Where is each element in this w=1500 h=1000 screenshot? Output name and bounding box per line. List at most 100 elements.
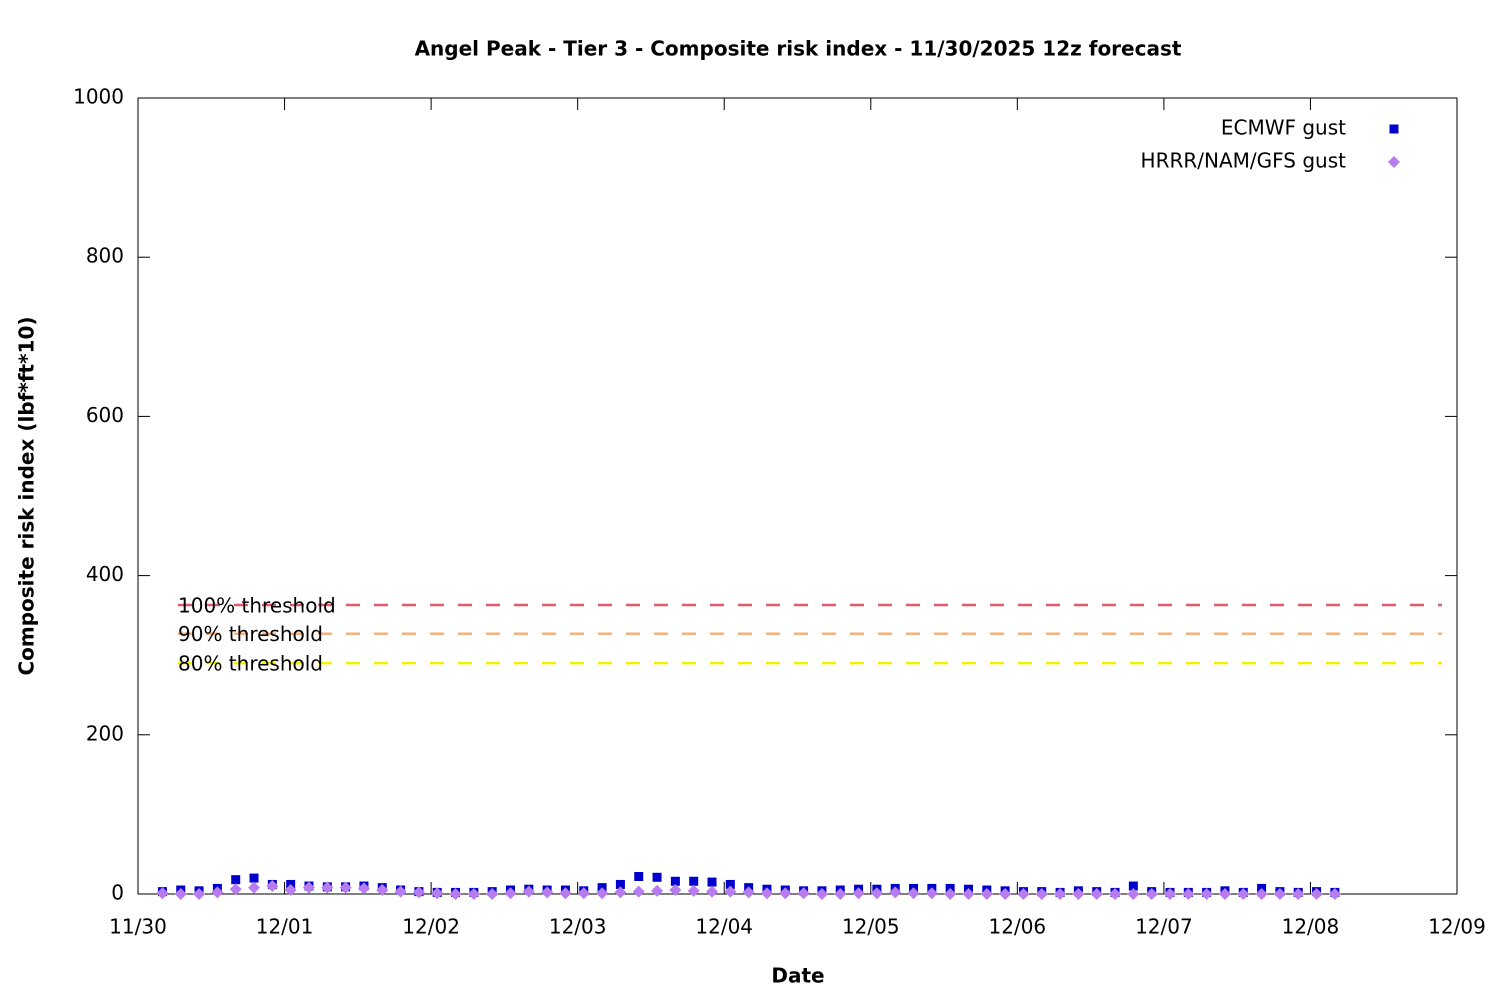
- data-point: [1310, 888, 1323, 900]
- data-point: [907, 887, 920, 900]
- data-point: [231, 875, 241, 885]
- data-point: [1072, 888, 1085, 900]
- data-point: [706, 885, 719, 898]
- threshold-label: 80% threshold: [178, 652, 323, 676]
- data-point: [1163, 888, 1176, 900]
- data-point: [266, 880, 279, 893]
- x-tick-label: 11/30: [109, 915, 167, 939]
- x-tick-label: 12/06: [989, 915, 1047, 939]
- data-point: [1090, 888, 1103, 900]
- x-tick-label: 12/02: [402, 915, 460, 939]
- data-point: [962, 888, 975, 900]
- data-point: [669, 884, 682, 897]
- legend-label: HRRR/NAM/GFS gust: [1141, 149, 1347, 173]
- data-point: [1128, 881, 1138, 891]
- data-point: [1127, 888, 1140, 900]
- data-point: [1035, 888, 1048, 900]
- data-point: [156, 887, 169, 900]
- data-point: [742, 886, 755, 899]
- y-tick-label: 600: [86, 403, 124, 427]
- data-point: [249, 873, 259, 883]
- legend-marker: [1389, 124, 1399, 134]
- x-tick-label: 12/01: [256, 915, 314, 939]
- data-point: [431, 887, 444, 900]
- data-point: [632, 885, 645, 898]
- chart-title: Angel Peak - Tier 3 - Composite risk ind…: [415, 37, 1182, 61]
- data-point: [707, 877, 717, 887]
- legend-marker: [1388, 156, 1400, 168]
- data-point: [615, 879, 625, 889]
- data-point: [999, 888, 1012, 900]
- x-axis-label: Date: [771, 964, 824, 988]
- data-point: [724, 885, 737, 898]
- y-axis-label: Composite risk index (lbf*ft*10): [15, 316, 39, 675]
- data-point: [852, 887, 865, 900]
- data-point: [779, 887, 792, 900]
- data-point: [1200, 888, 1213, 900]
- data-point: [614, 886, 627, 899]
- data-point: [412, 886, 425, 899]
- data-point: [925, 887, 938, 900]
- data-point: [1328, 888, 1341, 900]
- x-tick-label: 12/08: [1282, 915, 1340, 939]
- y-tick-label: 0: [111, 881, 124, 905]
- data-point: [504, 887, 517, 900]
- x-tick-label: 12/05: [842, 915, 900, 939]
- data-point: [449, 888, 462, 900]
- data-point: [634, 871, 644, 881]
- data-point: [1237, 888, 1250, 900]
- data-point: [486, 888, 499, 900]
- x-tick-label: 12/04: [695, 915, 753, 939]
- data-point: [541, 886, 554, 899]
- data-point: [797, 887, 810, 900]
- data-point: [870, 887, 883, 900]
- data-point: [394, 885, 407, 898]
- data-point: [321, 881, 334, 894]
- data-point: [725, 879, 735, 889]
- y-tick-label: 800: [86, 244, 124, 268]
- data-point: [689, 876, 699, 886]
- data-point: [834, 888, 847, 900]
- plot-frame: [137, 97, 1458, 895]
- x-tick-label: 12/09: [1428, 915, 1486, 939]
- data-point: [596, 887, 609, 900]
- y-tick-label: 400: [86, 562, 124, 586]
- data-point: [302, 881, 315, 894]
- data-point: [980, 888, 993, 900]
- data-point: [211, 886, 224, 899]
- data-point: [1182, 888, 1195, 900]
- legend-label: ECMWF gust: [1221, 116, 1346, 140]
- y-tick-label: 200: [86, 721, 124, 745]
- data-point: [651, 884, 664, 897]
- data-point: [559, 887, 572, 900]
- data-point: [1218, 888, 1231, 900]
- data-point: [357, 882, 370, 895]
- data-point: [652, 872, 662, 882]
- y-tick-label: 1000: [73, 85, 124, 109]
- data-point: [687, 884, 700, 897]
- data-point: [670, 876, 680, 886]
- threshold-label: 90% threshold: [178, 622, 323, 646]
- data-point: [1292, 888, 1305, 900]
- data-point: [1109, 888, 1122, 900]
- data-point: [174, 888, 187, 900]
- x-tick-label: 12/07: [1135, 915, 1193, 939]
- threshold-label: 100% threshold: [178, 594, 336, 618]
- data-point: [1145, 888, 1158, 900]
- data-point: [1017, 888, 1030, 900]
- data-point: [1255, 888, 1268, 900]
- data-point: [1054, 888, 1067, 900]
- data-point: [339, 881, 352, 894]
- data-point: [467, 888, 480, 900]
- data-point: [760, 887, 773, 900]
- data-point: [248, 881, 261, 894]
- data-point: [284, 884, 297, 897]
- data-point: [1273, 888, 1286, 900]
- data-point: [815, 888, 828, 900]
- data-point: [229, 883, 242, 896]
- data-point: [522, 885, 535, 898]
- data-point: [889, 886, 902, 899]
- data-point: [944, 888, 957, 900]
- data-point: [376, 884, 389, 897]
